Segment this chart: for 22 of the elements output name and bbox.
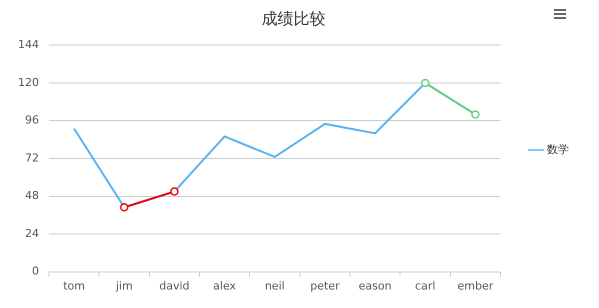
y-tick-label: 24: [24, 226, 39, 240]
x-tick-label: peter: [310, 279, 340, 292]
y-tick-label: 144: [18, 38, 39, 52]
y-tick-label: 120: [18, 76, 39, 89]
legend-label: 数学: [547, 142, 569, 156]
chart-title: 成绩比较: [262, 8, 326, 28]
y-tick-label: 0: [32, 264, 39, 278]
y-tick-label: 48: [24, 189, 39, 202]
x-tick-label: alex: [213, 279, 237, 292]
y-tick-label: 72: [24, 151, 39, 164]
point: [421, 78, 430, 88]
x-tick-label: carl: [415, 279, 436, 292]
point: [120, 203, 128, 212]
x-tick-label: jim: [114, 279, 133, 292]
x-tick-label: david: [159, 279, 190, 292]
point: [471, 110, 480, 119]
x-tick-label: neil: [264, 279, 285, 292]
x-tick-label: tom: [63, 279, 85, 292]
x-tick-label: eason: [358, 279, 392, 292]
x-tick-label: ember: [458, 279, 494, 292]
y-tick-label: 96: [24, 114, 39, 127]
point: [170, 187, 179, 196]
